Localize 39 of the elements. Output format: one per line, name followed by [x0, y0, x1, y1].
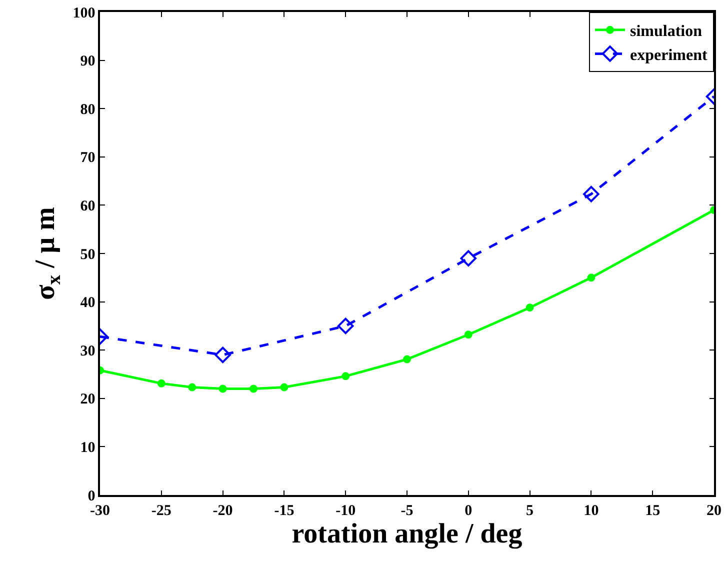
x-tick-label: 10 — [584, 502, 599, 519]
y-tick-label: 40 — [80, 295, 96, 312]
x-axis-title: rotation angle / deg — [292, 518, 522, 550]
point — [342, 372, 350, 380]
y-tick-label: 90 — [80, 54, 96, 70]
point — [250, 384, 258, 393]
x-tick-label: 20 — [706, 502, 722, 519]
point — [526, 304, 534, 312]
legend-label: simulation — [630, 23, 702, 40]
legend-label: experiment — [630, 46, 708, 64]
point — [214, 346, 231, 364]
point — [460, 250, 477, 266]
point — [157, 379, 166, 388]
y-tick-label: 0 — [88, 488, 96, 504]
point — [280, 383, 288, 392]
x-tick-label: 15 — [645, 502, 660, 519]
y-tick-label: 50 — [80, 246, 96, 263]
y-tick-label: 100 — [72, 5, 96, 22]
x-tick-label: -25 — [151, 502, 172, 519]
x-tick-label: -20 — [212, 502, 233, 519]
point — [218, 384, 227, 393]
point — [464, 330, 472, 339]
point — [337, 318, 354, 334]
y-tick-label: 80 — [80, 102, 96, 118]
y-tick-label: 70 — [80, 150, 96, 166]
y-tick-label: 60 — [80, 198, 96, 214]
y-tick-label: 30 — [80, 343, 96, 360]
point — [587, 274, 596, 282]
point — [583, 186, 600, 202]
y-tick-label: 10 — [80, 440, 96, 456]
x-tick-label: -15 — [274, 502, 294, 519]
x-tick-label: -30 — [90, 502, 110, 519]
x-tick-label: 5 — [526, 502, 534, 519]
y-tick-label: 20 — [80, 392, 96, 408]
point — [188, 383, 196, 392]
x-tick-label: -10 — [336, 502, 356, 519]
x-tick-label: -5 — [400, 502, 414, 519]
x-tick-label: 0 — [464, 502, 472, 519]
point — [403, 355, 411, 364]
